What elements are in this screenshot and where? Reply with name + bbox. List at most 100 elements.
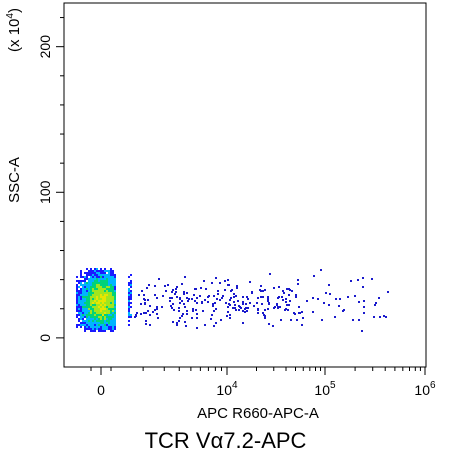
data-point-712 — [195, 288, 197, 290]
data-point-715 — [149, 324, 151, 326]
data-point-176 — [80, 306, 82, 308]
data-point-400 — [88, 290, 90, 292]
data-point-73 — [100, 280, 102, 282]
data-point-222 — [110, 322, 112, 324]
data-point-553 — [76, 298, 78, 300]
data-point-668 — [261, 303, 263, 305]
data-point-669 — [285, 301, 287, 303]
data-point-286 — [114, 296, 116, 298]
data-point-191 — [86, 302, 88, 304]
data-point-194 — [110, 320, 112, 322]
data-point-898 — [210, 318, 212, 320]
data-point-15 — [112, 290, 114, 292]
data-point-313 — [96, 302, 98, 304]
data-point-359 — [92, 280, 94, 282]
data-point-847 — [149, 305, 151, 307]
data-point-544 — [92, 330, 94, 332]
data-point-432 — [130, 284, 132, 286]
data-point-505 — [108, 276, 110, 278]
data-point-563 — [76, 290, 78, 292]
data-point-450 — [82, 276, 84, 278]
data-point-501 — [114, 300, 116, 302]
data-point-556 — [114, 282, 116, 284]
data-point-706 — [274, 306, 276, 308]
data-point-798 — [361, 330, 363, 332]
data-point-494 — [84, 324, 86, 326]
data-point-546 — [128, 304, 130, 306]
data-point-133 — [98, 310, 100, 312]
data-point-511 — [80, 314, 82, 316]
data-point-38 — [98, 308, 100, 310]
data-point-889 — [262, 296, 264, 298]
data-point-707 — [357, 279, 359, 281]
data-point-225 — [110, 306, 112, 308]
data-point-115 — [112, 296, 114, 298]
data-point-213 — [84, 308, 86, 310]
data-point-760 — [181, 300, 183, 302]
data-point-287 — [100, 292, 102, 294]
data-point-23 — [84, 294, 86, 296]
data-point-850 — [294, 313, 296, 315]
data-point-478 — [102, 330, 104, 332]
data-point-9 — [98, 300, 100, 302]
data-point-101 — [108, 288, 110, 290]
data-point-799 — [228, 284, 230, 286]
data-point-867 — [230, 290, 232, 292]
data-point-502 — [100, 326, 102, 328]
data-point-271 — [86, 318, 88, 320]
data-point-435 — [114, 326, 116, 328]
data-point-307 — [104, 318, 106, 320]
data-point-549 — [92, 270, 94, 272]
data-point-644 — [227, 306, 229, 308]
data-point-705 — [249, 281, 251, 283]
data-point-619 — [298, 306, 300, 308]
data-point-119 — [102, 298, 104, 300]
data-point-281 — [94, 300, 96, 302]
data-point-631 — [268, 323, 270, 325]
data-point-380 — [96, 322, 98, 324]
data-point-607 — [130, 286, 132, 288]
data-point-310 — [100, 276, 102, 278]
data-point-716 — [280, 319, 282, 321]
data-point-901 — [199, 295, 201, 297]
data-point-24 — [96, 274, 98, 276]
data-point-122 — [92, 288, 94, 290]
data-point-758 — [211, 314, 213, 316]
data-point-677 — [287, 309, 289, 311]
y-multiplier-exp: 4 — [5, 13, 16, 19]
data-point-827 — [229, 299, 231, 301]
data-point-697 — [306, 300, 308, 302]
y-tick-label-0: 0 — [37, 334, 53, 342]
data-point-324 — [104, 326, 106, 328]
data-point-486 — [80, 274, 82, 276]
data-point-219 — [96, 298, 98, 300]
data-point-574 — [108, 326, 110, 328]
data-point-710 — [183, 303, 185, 305]
data-point-379 — [112, 282, 114, 284]
data-point-567 — [114, 288, 116, 290]
data-point-815 — [156, 297, 158, 299]
data-point-746 — [383, 315, 385, 317]
data-point-155 — [100, 300, 102, 302]
data-point-663 — [236, 285, 238, 287]
data-point-335 — [96, 300, 98, 302]
data-point-627 — [267, 296, 269, 298]
data-point-580 — [78, 282, 80, 284]
data-point-259 — [112, 276, 114, 278]
data-point-530 — [80, 290, 82, 292]
data-point-804 — [182, 313, 184, 315]
data-point-584 — [110, 268, 112, 270]
data-point-745 — [272, 325, 274, 327]
data-point-293 — [96, 304, 98, 306]
data-point-162 — [94, 318, 96, 320]
data-point-398 — [90, 330, 92, 332]
data-point-371 — [106, 306, 108, 308]
data-point-513 — [110, 282, 112, 284]
data-point-229 — [96, 276, 98, 278]
data-point-609 — [112, 274, 114, 276]
data-point-41 — [98, 292, 100, 294]
data-point-8 — [92, 320, 94, 322]
data-point-592 — [114, 328, 116, 330]
data-point-667 — [188, 298, 190, 300]
data-point-226 — [90, 282, 92, 284]
